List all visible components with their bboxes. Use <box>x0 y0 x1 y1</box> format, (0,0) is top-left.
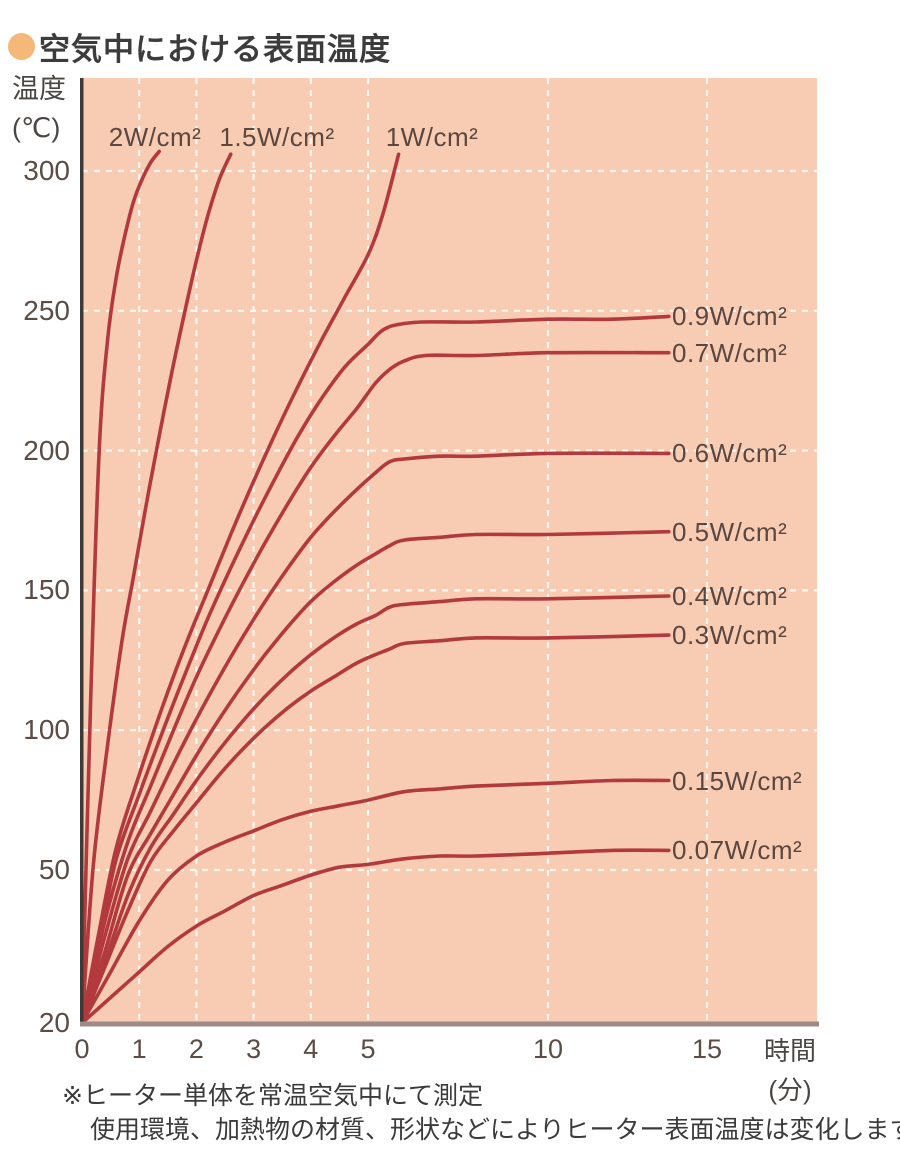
x-axis-unit-line1: 時間 <box>763 1036 816 1066</box>
x-tick-3: 3 <box>246 1034 262 1064</box>
y-tick-100: 100 <box>23 714 70 746</box>
chart-title-row: 空気中における表面温度 <box>8 24 391 69</box>
y-axis-unit-line2: (℃) <box>12 113 61 144</box>
x-tick-5: 5 <box>360 1034 376 1064</box>
y-tick-50: 50 <box>38 854 70 885</box>
curve-label-0.7W/cm²: 0.7W/cm² <box>672 337 788 368</box>
y-tick-150: 150 <box>23 574 70 606</box>
x-axis-unit-label: 時間 (分) <box>760 1032 820 1110</box>
curve-label-0.07W/cm²: 0.07W/cm² <box>672 835 803 866</box>
chart-title: 空気中における表面温度 <box>39 32 391 67</box>
curve-0.3W/cm² <box>80 633 671 1025</box>
curve-label-0.5W/cm²: 0.5W/cm² <box>672 516 788 547</box>
curve-1.5W/cm² <box>80 152 233 1025</box>
curve-label-1.5W/cm²: 1.5W/cm² <box>219 122 335 152</box>
y-axis-unit-line1: 温度 <box>12 74 66 104</box>
y-axis-unit-label: 温度 (℃) <box>12 70 66 148</box>
y-tick-300: 300 <box>23 155 70 186</box>
curve-0.7W/cm² <box>80 350 671 1025</box>
curve-label-0.15W/cm²: 0.15W/cm² <box>672 765 803 796</box>
curve-label-0.3W/cm²: 0.3W/cm² <box>672 620 788 651</box>
x-axis-line <box>80 1021 819 1027</box>
y-axis-line <box>80 78 84 1025</box>
y-tick-20: 20 <box>38 1007 70 1038</box>
curve-0.9W/cm² <box>80 314 671 1025</box>
x-tick-2: 2 <box>188 1034 204 1064</box>
footnote-line-1: ※ヒーター単体を常温空気中にて測定 <box>62 1082 483 1110</box>
x-tick-10: 10 <box>532 1034 564 1064</box>
x-axis-unit-line2: (分) <box>768 1075 812 1105</box>
y-tick-250: 250 <box>23 294 70 326</box>
curve-2W/cm² <box>80 149 161 1025</box>
curve-label-0.9W/cm²: 0.9W/cm² <box>672 301 788 332</box>
y-tick-200: 200 <box>23 434 70 466</box>
x-tick-1: 1 <box>131 1034 147 1064</box>
footnote-line-2: 使用環境、加熱物の材質、形状などによりヒーター表面温度は変化します。 <box>90 1116 900 1144</box>
curve-0.4W/cm² <box>80 594 671 1025</box>
curve-label-0.6W/cm²: 0.6W/cm² <box>672 438 788 469</box>
x-tick-15: 15 <box>691 1034 723 1064</box>
curve-0.15W/cm² <box>80 778 671 1025</box>
curve-label-2W/cm²: 2W/cm² <box>108 122 202 152</box>
plot-background <box>82 78 817 1025</box>
curve-0.5W/cm² <box>80 529 671 1025</box>
x-tick-0: 0 <box>74 1034 90 1064</box>
x-tick-4: 4 <box>303 1034 319 1064</box>
curve-label-0.4W/cm²: 0.4W/cm² <box>672 580 788 611</box>
curve-0.07W/cm² <box>80 848 671 1025</box>
curve-1W/cm² <box>80 152 401 1025</box>
curve-label-1W/cm²: 1W/cm² <box>385 122 479 152</box>
curve-0.6W/cm² <box>80 451 671 1025</box>
bullet-icon <box>8 33 35 60</box>
